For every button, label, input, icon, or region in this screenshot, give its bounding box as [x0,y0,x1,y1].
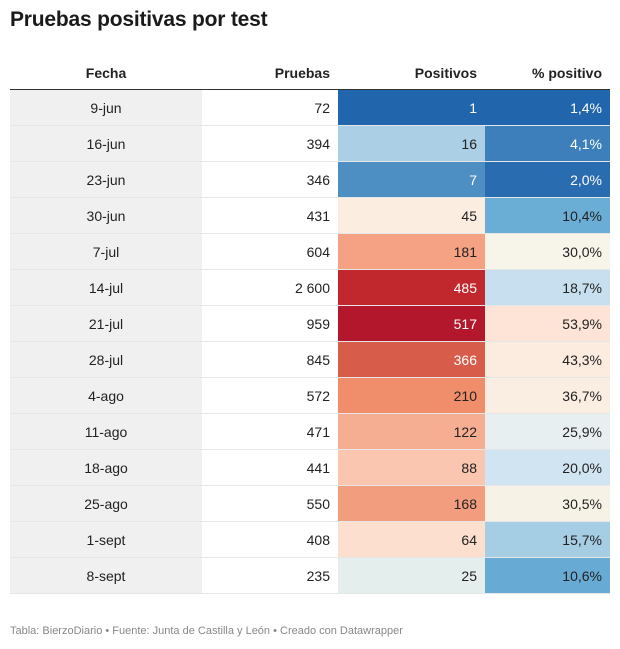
footer-credits: Tabla: BierzoDiario • Fuente: Junta de C… [10,625,403,637]
cell-fecha: 23-jun [10,161,202,198]
cell-positivos: 210 [338,377,485,414]
cell-positivos: 7 [338,161,485,198]
cell-pct-positivo: 30,5% [485,485,610,522]
cell-fecha: 4-ago [10,377,202,414]
cell-positivos: 122 [338,413,485,450]
cell-fecha: 30-jun [10,197,202,234]
table-row: 23-jun 346 7 2,0% [10,161,610,198]
cell-pruebas: 845 [202,341,338,378]
cell-fecha: 11-ago [10,413,202,450]
data-table: Fecha Pruebas Positivos % positivo 9-jun… [10,56,610,594]
cell-pruebas: 959 [202,305,338,342]
cell-pruebas: 572 [202,377,338,414]
cell-pct-positivo: 1,4% [485,89,610,126]
cell-fecha: 1-sept [10,521,202,558]
column-header-pct-positivo[interactable]: % positivo [485,56,610,90]
cell-fecha: 25-ago [10,485,202,522]
table-row: 11-ago 471 122 25,9% [10,413,610,450]
table-row: 9-jun 72 1 1,4% [10,89,610,126]
cell-positivos: 45 [338,197,485,234]
cell-pct-positivo: 53,9% [485,305,610,342]
table-row: 14-jul 2 600 485 18,7% [10,269,610,306]
cell-pct-positivo: 2,0% [485,161,610,198]
table-row: 30-jun 431 45 10,4% [10,197,610,234]
cell-fecha: 7-jul [10,233,202,270]
table-row: 7-jul 604 181 30,0% [10,233,610,270]
cell-positivos: 16 [338,125,485,162]
cell-pruebas: 346 [202,161,338,198]
cell-pct-positivo: 10,6% [485,557,610,594]
table-title: Pruebas positivas por test [10,8,268,31]
cell-positivos: 181 [338,233,485,270]
column-header-fecha[interactable]: Fecha [10,56,202,90]
cell-pruebas: 604 [202,233,338,270]
cell-fecha: 21-jul [10,305,202,342]
cell-pct-positivo: 20,0% [485,449,610,486]
cell-pruebas: 408 [202,521,338,558]
cell-pruebas: 550 [202,485,338,522]
cell-positivos: 517 [338,305,485,342]
cell-fecha: 8-sept [10,557,202,594]
header-row: Fecha Pruebas Positivos % positivo [10,56,610,90]
table-row: 18-ago 441 88 20,0% [10,449,610,486]
cell-positivos: 485 [338,269,485,306]
table-row: 4-ago 572 210 36,7% [10,377,610,414]
cell-pruebas: 72 [202,89,338,126]
cell-positivos: 366 [338,341,485,378]
table-row: 21-jul 959 517 53,9% [10,305,610,342]
cell-pct-positivo: 10,4% [485,197,610,234]
cell-pct-positivo: 18,7% [485,269,610,306]
cell-pruebas: 2 600 [202,269,338,306]
table-row: 25-ago 550 168 30,5% [10,485,610,522]
table-row: 8-sept 235 25 10,6% [10,557,610,594]
column-header-positivos[interactable]: Positivos [338,56,485,90]
cell-pct-positivo: 4,1% [485,125,610,162]
cell-fecha: 18-ago [10,449,202,486]
cell-pct-positivo: 43,3% [485,341,610,378]
cell-fecha: 14-jul [10,269,202,306]
cell-positivos: 25 [338,557,485,594]
column-header-pruebas[interactable]: Pruebas [202,56,338,90]
table-body: 9-jun 72 1 1,4% 16-jun 394 16 4,1% 23-jun 346 7 2,0… [10,89,610,594]
cell-fecha: 28-jul [10,341,202,378]
cell-pruebas: 394 [202,125,338,162]
cell-positivos: 64 [338,521,485,558]
cell-fecha: 16-jun [10,125,202,162]
cell-pruebas: 471 [202,413,338,450]
cell-pruebas: 441 [202,449,338,486]
table-row: 28-jul 845 366 43,3% [10,341,610,378]
cell-pruebas: 235 [202,557,338,594]
cell-positivos: 1 [338,89,485,126]
cell-pct-positivo: 30,0% [485,233,610,270]
cell-pruebas: 431 [202,197,338,234]
cell-fecha: 9-jun [10,89,202,126]
cell-pct-positivo: 36,7% [485,377,610,414]
cell-positivos: 168 [338,485,485,522]
table-row: 1-sept 408 64 15,7% [10,521,610,558]
cell-pct-positivo: 25,9% [485,413,610,450]
cell-pct-positivo: 15,7% [485,521,610,558]
table-row: 16-jun 394 16 4,1% [10,125,610,162]
cell-positivos: 88 [338,449,485,486]
